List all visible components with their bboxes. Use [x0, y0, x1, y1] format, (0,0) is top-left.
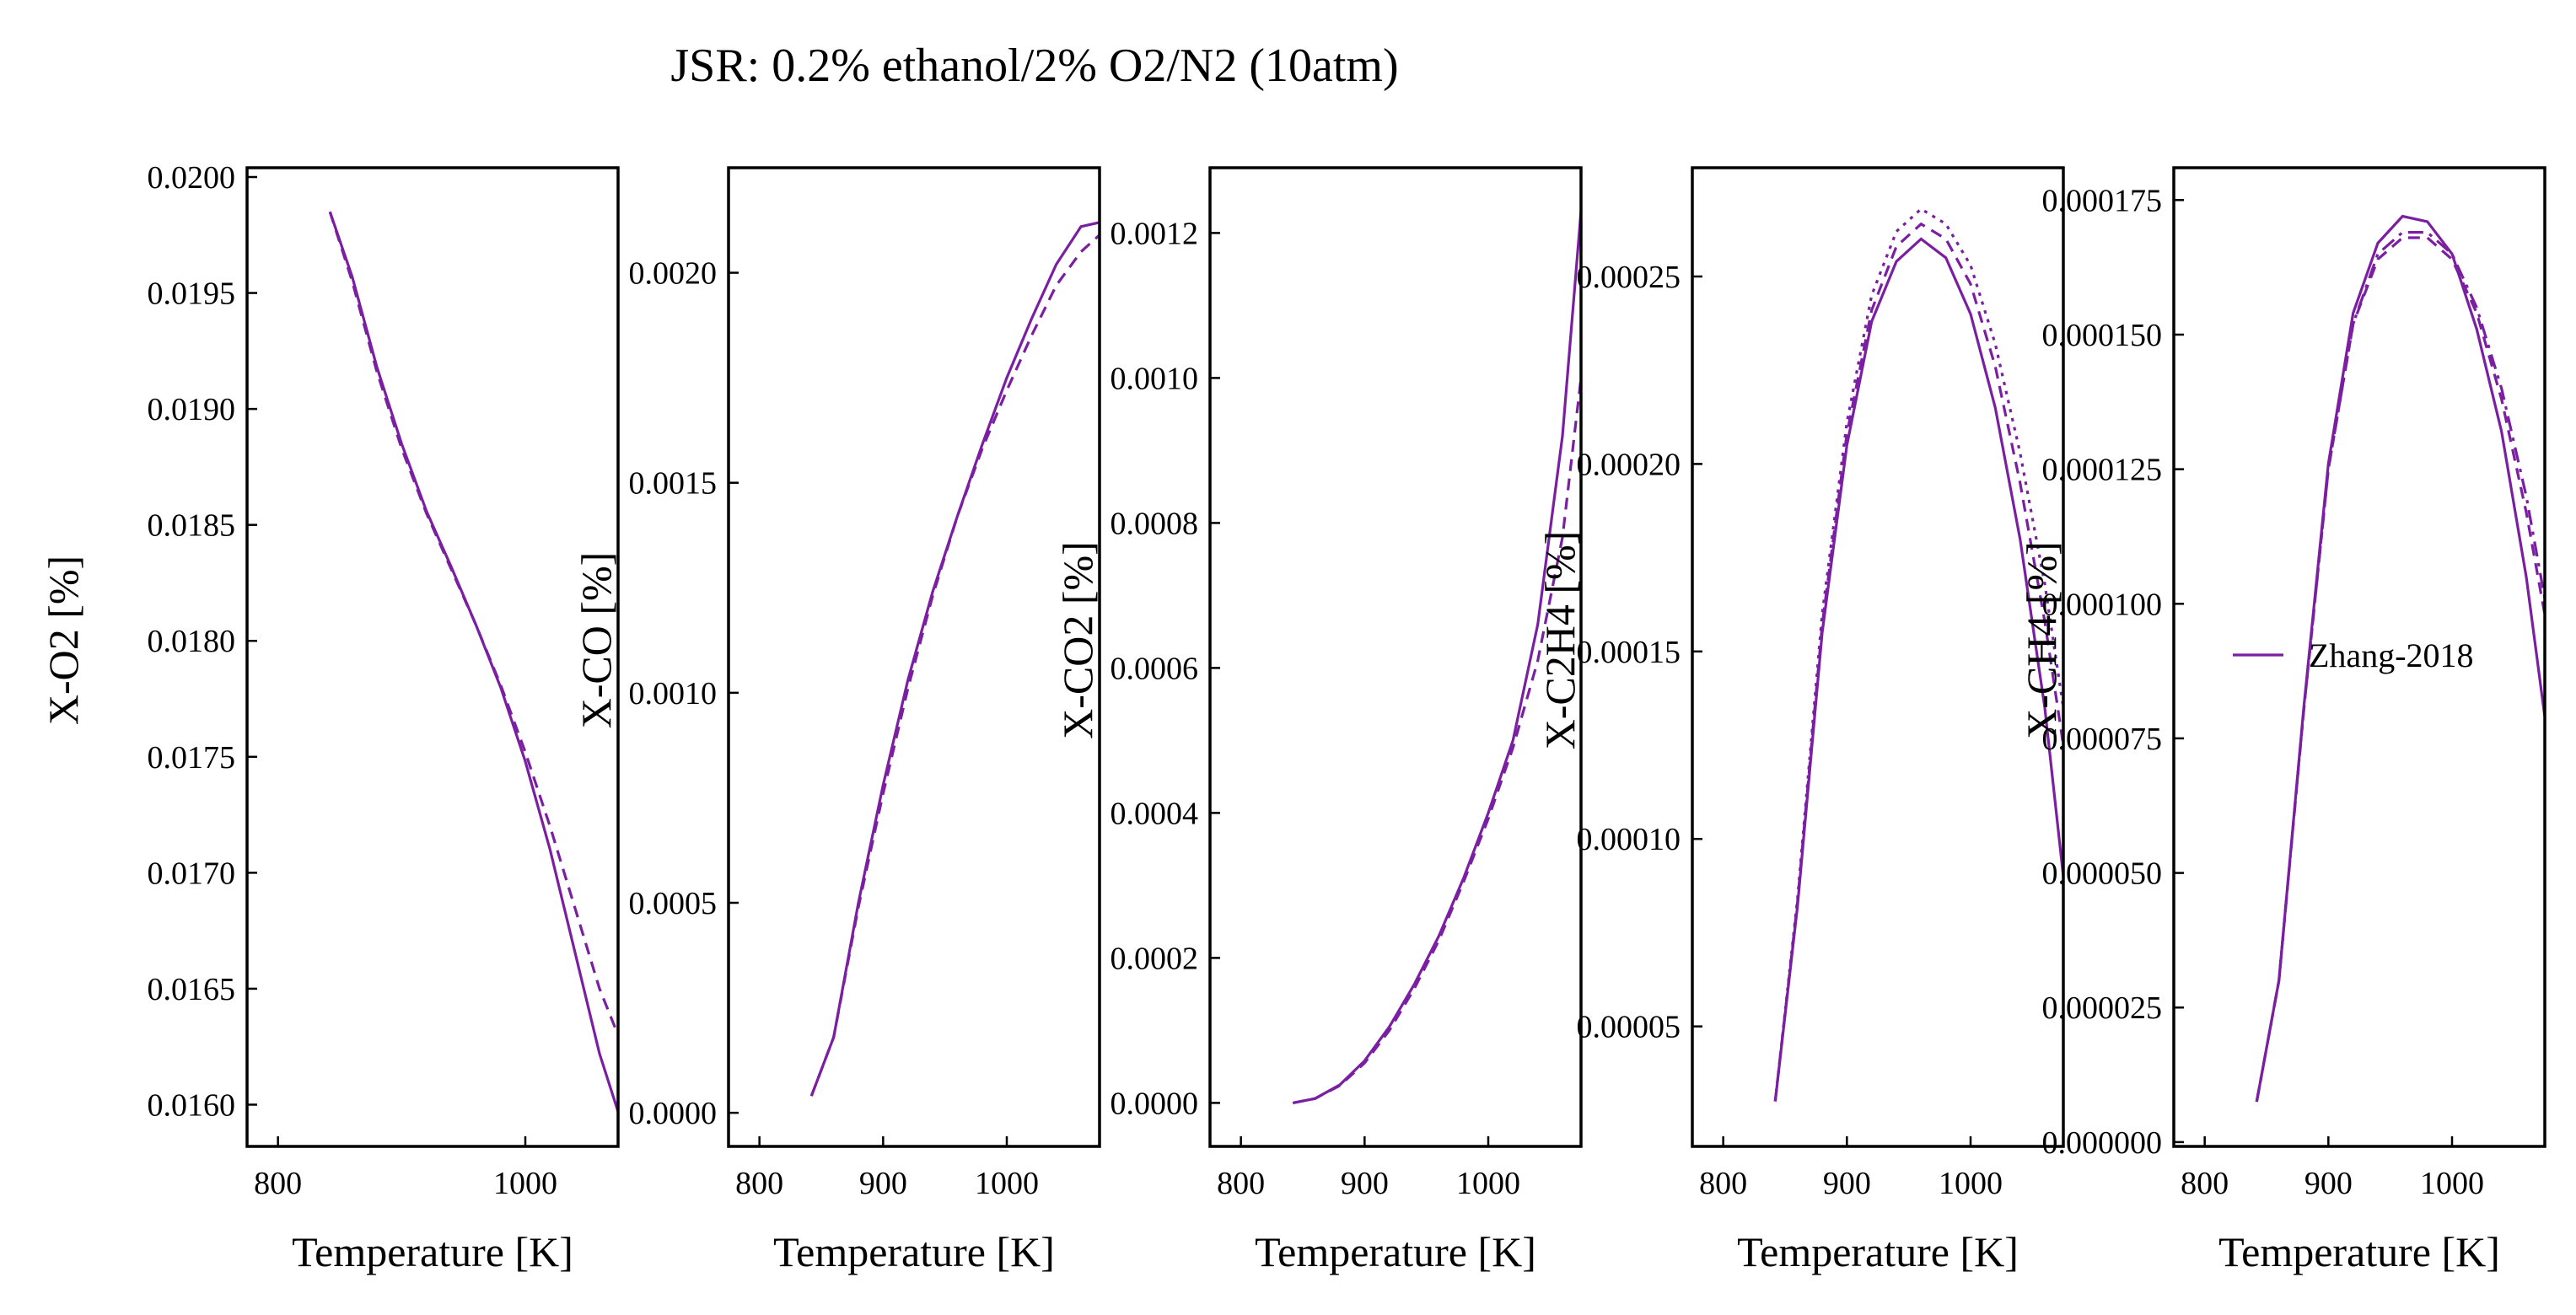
x-tick-label: 800: [2181, 1166, 2229, 1201]
y-axis-label: X-CO2 [%]: [1054, 541, 1101, 739]
y-tick-label: 0.0180: [148, 624, 236, 659]
y-tick-label: 0.00025: [1577, 260, 1681, 295]
y-tick-label: 0.0195: [148, 276, 236, 312]
x-tick-label: 1000: [975, 1166, 1039, 1201]
y-tick-label: 0.0170: [148, 856, 236, 891]
subplot-1: 800 1000 0.0160 0.0165 0.0170 0.0175 0.0180 0.0…: [40, 160, 620, 1275]
axes-frame: [2172, 166, 2546, 1148]
y-tick-label: 0.000025: [2042, 990, 2163, 1026]
y-tick-label: 0.0006: [1111, 651, 1199, 686]
x-tick-label: 800: [1217, 1166, 1265, 1201]
y-axis-label: X-CH4 [%]: [2018, 541, 2065, 739]
y-tick-label: 0.0012: [1111, 216, 1199, 251]
x-axis-label: Temperature [K]: [2218, 1228, 2500, 1275]
legend-entry-label: Zhang-2018: [2309, 636, 2474, 674]
series-line-dashdot: [2255, 231, 2545, 1103]
axes-frame: [245, 166, 620, 1148]
y-tick-label: 0.0160: [148, 1087, 236, 1123]
y-tick-label: 0.00005: [1577, 1010, 1681, 1045]
x-axis-label: Temperature [K]: [1737, 1228, 2019, 1275]
y-tick-label: 0.000125: [2042, 453, 2163, 488]
x-tick-label: 800: [735, 1166, 783, 1201]
x-tick-label: 1000: [1939, 1166, 2003, 1201]
y-tick-label: 0.0010: [1111, 361, 1199, 396]
y-tick-label: 0.000000: [2042, 1125, 2163, 1161]
x-tick-label: 800: [254, 1166, 302, 1201]
x-tick-label: 1000: [493, 1166, 557, 1201]
y-axis-label: X-C2H4 [%]: [1536, 531, 1584, 750]
x-axis-label: Temperature [K]: [1255, 1228, 1536, 1275]
y-tick-label: 0.000175: [2042, 183, 2163, 218]
subplots: 800 1000 0.0160 0.0165 0.0170 0.0175 0.0180 0.0…: [40, 160, 2546, 1275]
y-tick-label: 0.0010: [629, 676, 718, 711]
y-tick-label: 0.0004: [1111, 796, 1199, 831]
y-tick-label: 0.0000: [1111, 1086, 1199, 1121]
x-tick-label: 900: [859, 1166, 907, 1201]
y-tick-label: 0.0190: [148, 392, 236, 427]
x-axis-label: Temperature [K]: [773, 1228, 1055, 1275]
figure-title: JSR: 0.2% ethanol/2% O2/N2 (10atm): [670, 40, 1398, 92]
series-line-dashed: [809, 233, 1100, 1097]
axes-frame: [727, 166, 1101, 1148]
x-tick-label: 900: [2304, 1166, 2353, 1201]
y-axis-label: X-CO [%]: [573, 552, 620, 729]
subplot-5: 800 900 1000 0.000000 0.000025 0.000050 0.0000…: [2018, 166, 2546, 1275]
series-line-dashed: [328, 211, 618, 1036]
y-tick-label: 0.000150: [2042, 318, 2163, 353]
x-tick-label: 1000: [2420, 1166, 2484, 1201]
y-tick-label: 0.0002: [1111, 941, 1199, 976]
y-tick-label: 0.0185: [148, 508, 236, 544]
series-line-dashed: [1292, 378, 1581, 1104]
x-tick-label: 900: [1823, 1166, 1871, 1201]
y-tick-label: 0.0000: [629, 1096, 718, 1131]
y-tick-label: 0.0200: [148, 160, 236, 196]
axes-frame: [1208, 166, 1583, 1148]
y-tick-label: 0.0015: [629, 466, 718, 502]
y-tick-label: 0.00020: [1577, 447, 1681, 482]
subplot-4: 800 900 1000 0.00005 0.00010 0.00015 0.00020 0.…: [1536, 166, 2065, 1275]
x-axis-label: Temperature [K]: [292, 1228, 573, 1275]
y-axis-label: X-O2 [%]: [40, 556, 87, 725]
y-tick-label: 0.000050: [2042, 856, 2163, 892]
y-tick-label: 0.0008: [1111, 506, 1199, 541]
y-tick-label: 0.0005: [629, 886, 718, 921]
x-tick-label: 1000: [1456, 1166, 1520, 1201]
y-tick-label: 0.0020: [629, 256, 718, 292]
y-tick-label: 0.000075: [2042, 722, 2163, 757]
y-tick-label: 0.00015: [1577, 635, 1681, 670]
legend: Zhang-2018: [2233, 636, 2474, 674]
x-tick-label: 800: [1699, 1166, 1747, 1201]
series-line-dashed: [1773, 222, 2063, 1102]
subplot-3: 800 900 1000 0.0000 0.0002 0.0004 0.0006 0.0008…: [1054, 166, 1583, 1275]
y-tick-label: 0.000100: [2042, 587, 2163, 622]
y-tick-label: 0.00010: [1577, 822, 1681, 857]
x-tick-label: 900: [1341, 1166, 1389, 1201]
y-tick-label: 0.0165: [148, 972, 236, 1007]
series-line-solid: [1292, 211, 1581, 1104]
axes-frame: [1691, 166, 2065, 1148]
subplot-2: 800 900 1000 0.0000 0.0005 0.0010 0.0015 0.0020…: [573, 166, 1101, 1275]
y-tick-label: 0.0175: [148, 740, 236, 776]
